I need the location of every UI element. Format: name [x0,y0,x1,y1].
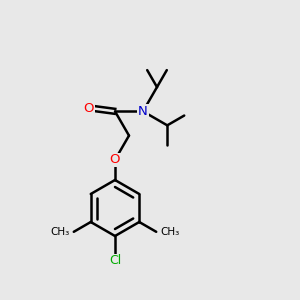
Text: Cl: Cl [109,254,121,268]
Text: O: O [110,153,120,166]
Text: O: O [84,102,94,115]
Text: CH₃: CH₃ [160,227,179,237]
Text: CH₃: CH₃ [50,227,70,237]
Text: N: N [138,105,148,118]
